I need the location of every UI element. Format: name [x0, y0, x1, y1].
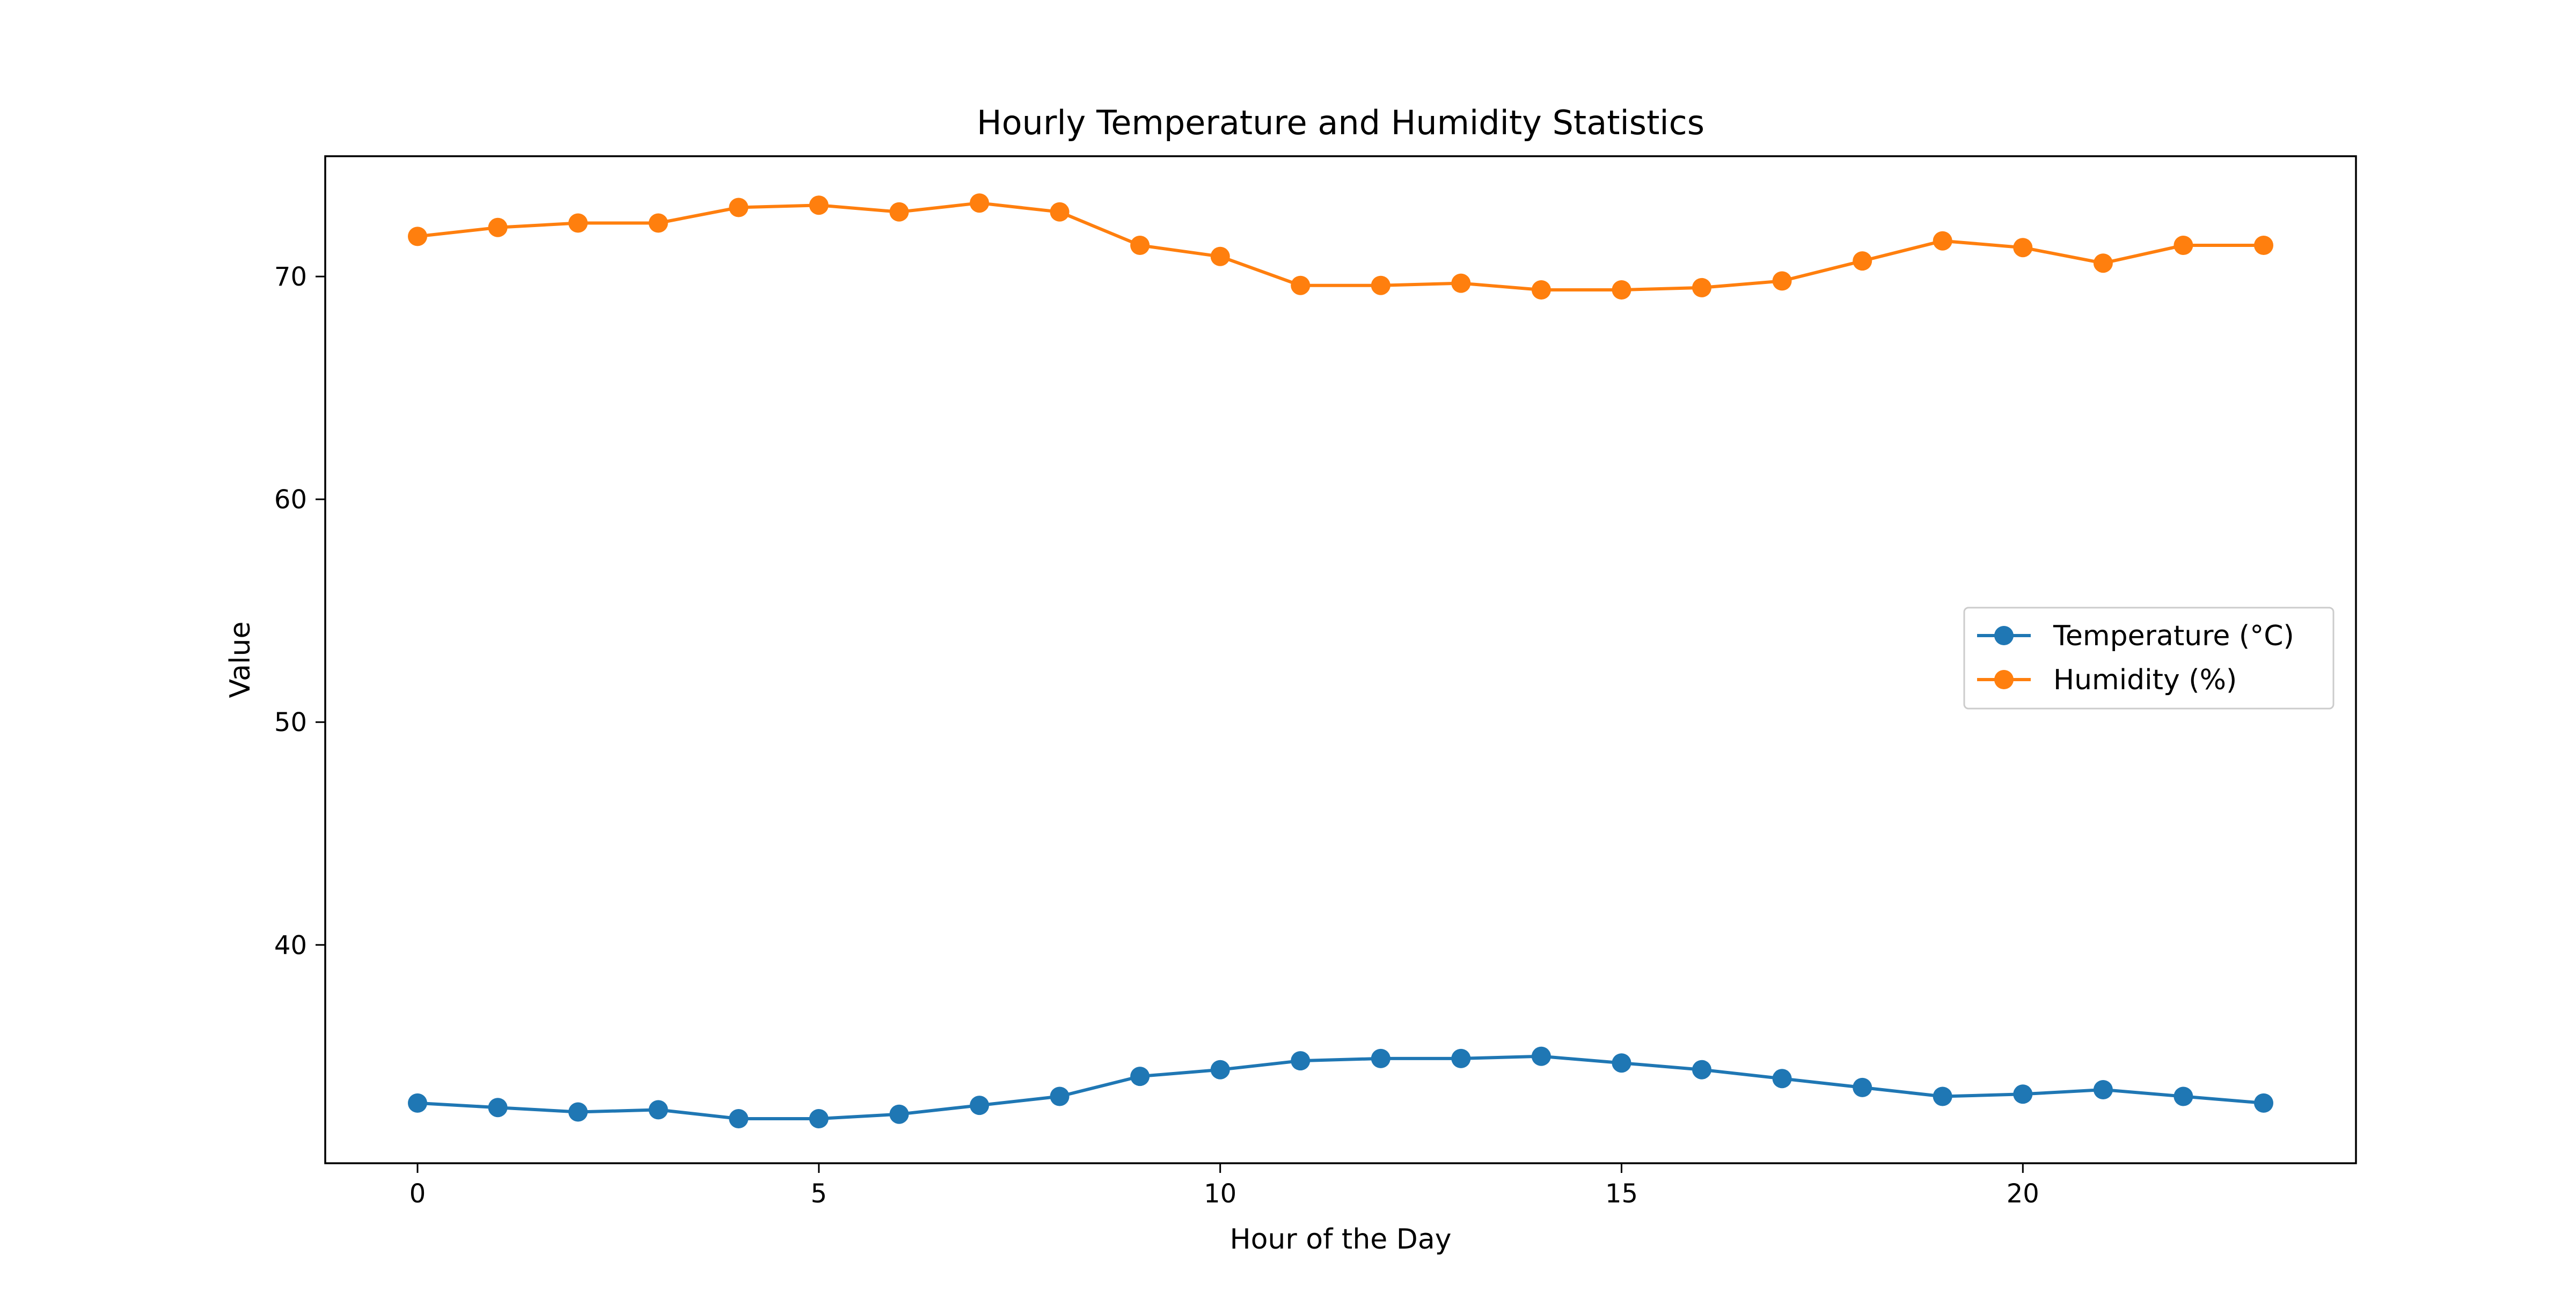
y-tick-label: 70: [274, 262, 307, 292]
data-point: [729, 1109, 749, 1128]
legend-marker: [1994, 670, 2014, 689]
data-point: [2093, 1080, 2113, 1099]
y-tick-label: 40: [274, 930, 307, 960]
x-tick-label: 5: [811, 1179, 828, 1209]
data-point: [1853, 251, 1872, 271]
data-point: [809, 1109, 829, 1128]
data-point: [1371, 1048, 1391, 1068]
legend: Temperature (°C) Humidity (%): [1963, 607, 2334, 710]
data-point: [648, 1100, 668, 1120]
data-point: [1772, 1069, 1792, 1089]
x-tick-label: 0: [409, 1179, 426, 1209]
x-tick-label: 15: [1605, 1179, 1638, 1209]
y-tick-label: 60: [274, 485, 307, 515]
data-point: [1933, 231, 1952, 251]
data-point: [1291, 1051, 1311, 1071]
data-point: [1371, 275, 1391, 295]
data-point: [2254, 236, 2273, 255]
data-point: [2093, 253, 2113, 273]
data-point: [648, 213, 668, 233]
data-point: [568, 213, 588, 233]
data-point: [970, 193, 989, 213]
chart-title: Hourly Temperature and Humidity Statisti…: [977, 103, 1704, 142]
legend-marker: [1994, 626, 2014, 645]
data-point: [970, 1096, 989, 1115]
data-point: [1130, 1067, 1150, 1086]
data-point: [1130, 236, 1150, 255]
data-point: [1291, 275, 1311, 295]
y-axis: 40 50 60 70: [274, 262, 325, 960]
plot-area: [408, 193, 2273, 1128]
data-point: [1531, 280, 1551, 300]
data-point: [1612, 280, 1631, 300]
data-point: [1692, 278, 1711, 297]
data-point: [1210, 1060, 1230, 1080]
data-point: [2174, 236, 2193, 255]
x-axis-label: Hour of the Day: [1230, 1223, 1452, 1256]
data-point: [729, 198, 749, 217]
data-point: [2013, 1084, 2033, 1104]
y-axis-label: Value: [224, 622, 257, 698]
data-point: [1933, 1086, 1952, 1106]
data-point: [488, 217, 508, 237]
data-point: [889, 1104, 909, 1124]
data-point: [2013, 238, 2033, 258]
data-point: [1451, 1048, 1471, 1068]
data-point: [1050, 1086, 1070, 1106]
data-point: [2174, 1086, 2193, 1106]
x-tick-label: 20: [2007, 1179, 2039, 1209]
legend-entry-label: Humidity (%): [2053, 664, 2237, 696]
data-point: [1451, 273, 1471, 293]
data-point: [889, 202, 909, 222]
x-axis: 0 5 10 15 20: [409, 1163, 2039, 1209]
data-point: [2254, 1093, 2273, 1113]
data-point: [809, 195, 829, 215]
data-point: [1210, 246, 1230, 266]
series-line-1: [417, 201, 2264, 291]
y-tick-label: 50: [274, 708, 307, 738]
data-point: [1612, 1053, 1631, 1073]
legend-box: [1963, 607, 2334, 710]
x-tick-label: 10: [1204, 1179, 1236, 1209]
data-point: [568, 1102, 588, 1122]
data-point: [408, 1093, 427, 1113]
series-line-0: [417, 1054, 2264, 1120]
data-point: [1853, 1077, 1872, 1097]
plot-frame: [324, 155, 2357, 1164]
data-point: [1692, 1060, 1711, 1080]
data-point: [1050, 202, 1070, 222]
legend-entry-label: Temperature (°C): [2053, 620, 2294, 652]
data-point: [408, 227, 427, 246]
data-point: [488, 1098, 508, 1118]
data-point: [1772, 271, 1792, 291]
data-point: [1531, 1046, 1551, 1066]
